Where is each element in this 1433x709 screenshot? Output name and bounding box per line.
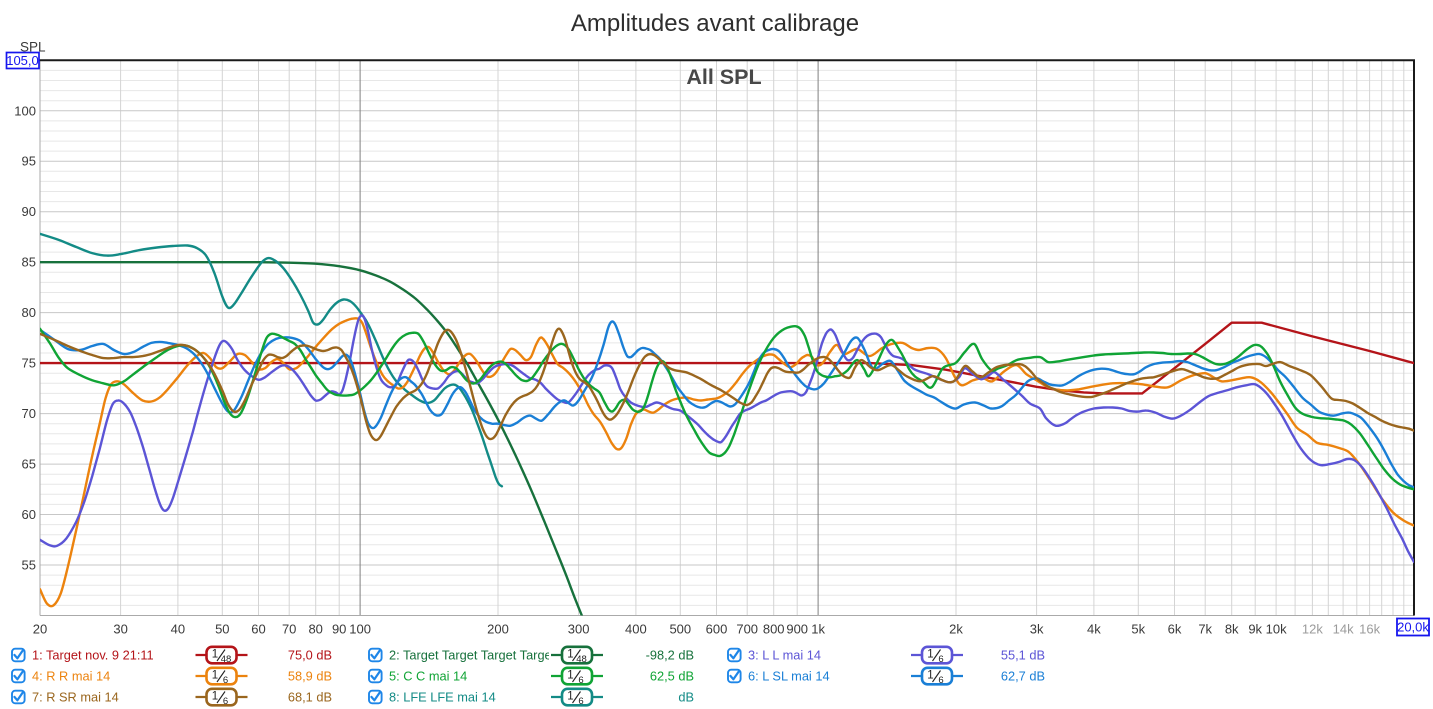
svg-text:400: 400 (625, 622, 647, 637)
svg-text:85: 85 (22, 255, 36, 270)
svg-text:8: LFE LFE mai 14: 8: LFE LFE mai 14 (389, 690, 496, 705)
svg-text:20: 20 (33, 622, 47, 637)
svg-text:9k: 9k (1248, 622, 1262, 637)
svg-text:1: 1 (567, 691, 573, 703)
svg-text:48: 48 (576, 654, 587, 665)
svg-text:6: 6 (578, 696, 583, 707)
svg-text:dB: dB (678, 690, 694, 705)
svg-text:6: 6 (938, 654, 943, 665)
svg-text:6: 6 (578, 675, 583, 686)
svg-text:300: 300 (568, 622, 590, 637)
svg-text:50: 50 (215, 622, 229, 637)
svg-text:55: 55 (22, 558, 36, 573)
svg-text:1: Target nov. 9 21:11: 1: Target nov. 9 21:11 (32, 648, 154, 663)
svg-text:10k: 10k (1266, 622, 1287, 637)
svg-text:800: 800 (763, 622, 785, 637)
svg-text:48: 48 (221, 654, 232, 665)
svg-text:60: 60 (22, 507, 36, 522)
svg-text:7: R SR mai 14: 7: R SR mai 14 (32, 690, 119, 705)
svg-text:75,0 dB: 75,0 dB (288, 648, 332, 663)
svg-text:55,1 dB: 55,1 dB (1001, 648, 1045, 663)
svg-text:100: 100 (14, 103, 36, 118)
svg-text:1k: 1k (811, 622, 825, 637)
svg-text:68,1 dB: 68,1 dB (288, 690, 332, 705)
svg-text:1: 1 (212, 691, 218, 703)
svg-text:80: 80 (308, 622, 322, 637)
svg-text:75: 75 (22, 356, 36, 371)
svg-text:3k: 3k (1030, 622, 1044, 637)
svg-text:6: 6 (938, 675, 943, 686)
svg-text:70: 70 (282, 622, 296, 637)
svg-text:600: 600 (706, 622, 728, 637)
svg-text:58,9 dB: 58,9 dB (288, 669, 332, 684)
svg-text:90: 90 (332, 622, 346, 637)
svg-text:1: 1 (567, 649, 573, 661)
svg-text:1: 1 (567, 670, 573, 682)
svg-text:4k: 4k (1087, 622, 1101, 637)
svg-text:70: 70 (22, 406, 36, 421)
svg-text:8k: 8k (1225, 622, 1239, 637)
svg-text:60: 60 (251, 622, 265, 637)
svg-text:All SPL: All SPL (686, 65, 761, 89)
svg-text:4: R R mai 14: 4: R R mai 14 (32, 669, 110, 684)
svg-text:12k: 12k (1302, 622, 1323, 637)
svg-text:7k: 7k (1198, 622, 1212, 637)
svg-text:-98,2 dB: -98,2 dB (646, 648, 694, 663)
svg-text:6k: 6k (1168, 622, 1182, 637)
svg-text:6: 6 (223, 675, 228, 686)
svg-text:3: L L mai 14: 3: L L mai 14 (748, 648, 821, 663)
svg-text:2k: 2k (949, 622, 963, 637)
svg-text:100: 100 (349, 622, 371, 637)
svg-text:500: 500 (669, 622, 691, 637)
svg-text:2: Target Target Target Target: 2: Target Target Target Target T (389, 648, 567, 663)
svg-text:40: 40 (171, 622, 185, 637)
svg-text:80: 80 (22, 305, 36, 320)
svg-text:30: 30 (113, 622, 127, 637)
svg-text:14k: 14k (1333, 622, 1354, 637)
svg-text:90: 90 (22, 204, 36, 219)
svg-text:5k: 5k (1131, 622, 1145, 637)
svg-text:1: 1 (927, 649, 933, 661)
svg-text:1: 1 (212, 670, 218, 682)
svg-text:16k: 16k (1359, 622, 1380, 637)
svg-text:Amplitudes avant calibrage: Amplitudes avant calibrage (571, 10, 859, 37)
svg-text:105,0: 105,0 (6, 53, 39, 68)
svg-text:62,5 dB: 62,5 dB (650, 669, 694, 684)
svg-text:95: 95 (22, 154, 36, 169)
svg-text:5: C C mai 14: 5: C C mai 14 (389, 669, 467, 684)
svg-text:20,0k: 20,0k (1397, 620, 1429, 635)
svg-text:700: 700 (736, 622, 758, 637)
svg-text:62,7 dB: 62,7 dB (1001, 669, 1045, 684)
svg-text:6: L SL mai 14: 6: L SL mai 14 (748, 669, 830, 684)
svg-text:1: 1 (927, 670, 933, 682)
svg-text:900: 900 (786, 622, 808, 637)
svg-text:SPL: SPL (20, 40, 46, 55)
svg-text:200: 200 (487, 622, 509, 637)
svg-text:1: 1 (212, 649, 218, 661)
svg-text:6: 6 (223, 696, 228, 707)
svg-text:65: 65 (22, 457, 36, 472)
